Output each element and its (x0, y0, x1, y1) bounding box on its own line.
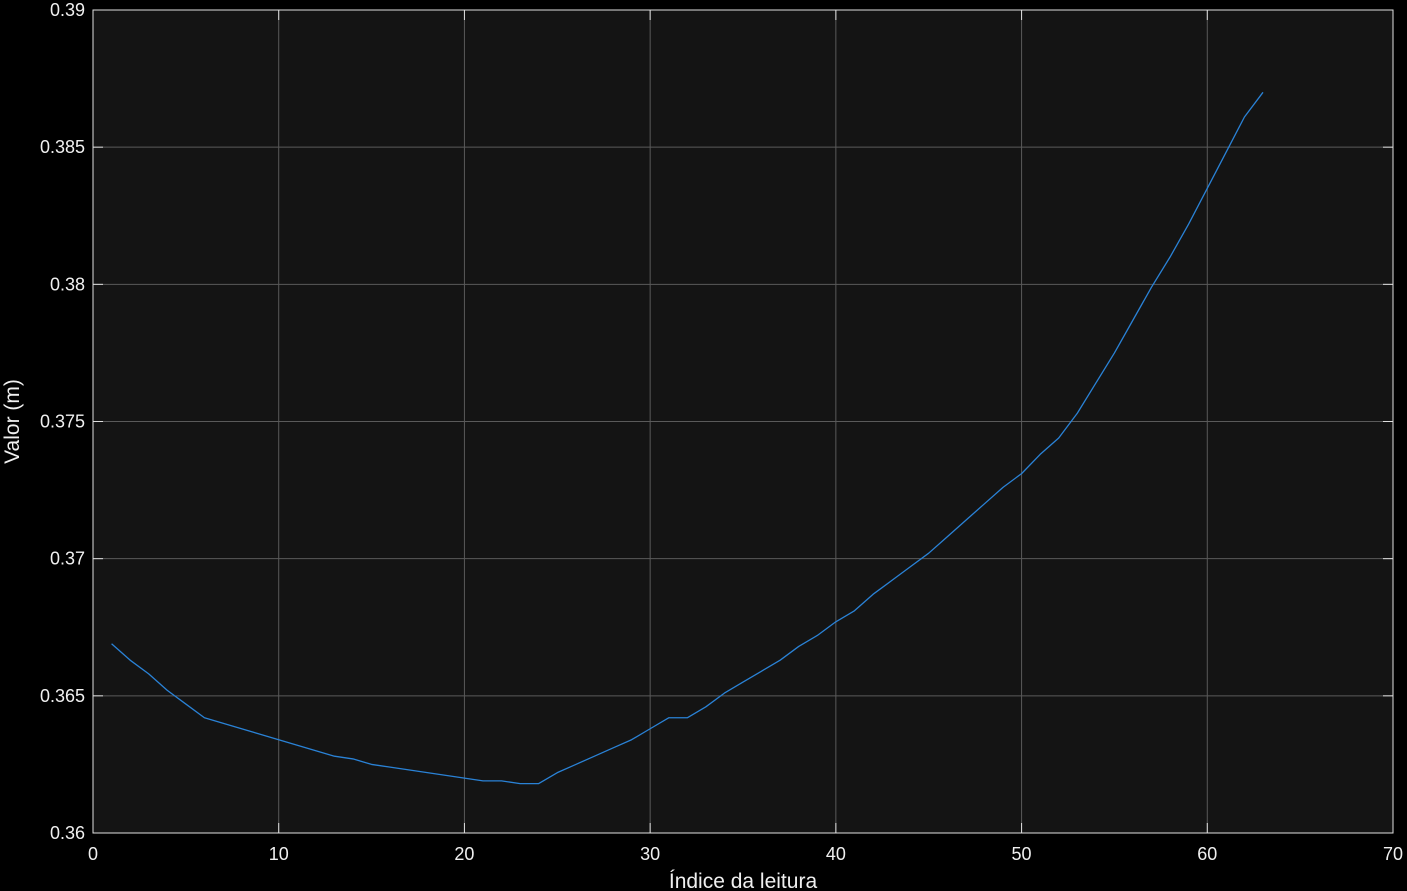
y-tick-label: 0.365 (40, 686, 85, 706)
x-tick-label: 60 (1197, 844, 1217, 864)
y-tick-label: 0.36 (50, 823, 85, 843)
y-tick-label: 0.37 (50, 549, 85, 569)
y-axis-label: Valor (m) (1, 379, 24, 464)
y-tick-label: 0.385 (40, 137, 85, 157)
x-tick-label: 0 (88, 844, 98, 864)
x-tick-label: 70 (1383, 844, 1403, 864)
x-tick-label: 40 (826, 844, 846, 864)
y-tick-label: 0.39 (50, 0, 85, 20)
x-axis-label: Índice da leitura (669, 870, 818, 891)
y-tick-label: 0.38 (50, 274, 85, 294)
ticks-group: 0 10 20 30 40 50 60 70 0.36 0.365 0.37 0.375 0.38 0.3… (40, 0, 1403, 864)
x-tick-label: 10 (269, 844, 289, 864)
y-tick-label: 0.375 (40, 412, 85, 432)
series-group (111, 91, 1264, 785)
x-tick-label: 30 (640, 844, 660, 864)
series-line (111, 91, 1264, 785)
x-tick-label: 50 (1012, 844, 1032, 864)
x-tick-label: 20 (454, 844, 474, 864)
